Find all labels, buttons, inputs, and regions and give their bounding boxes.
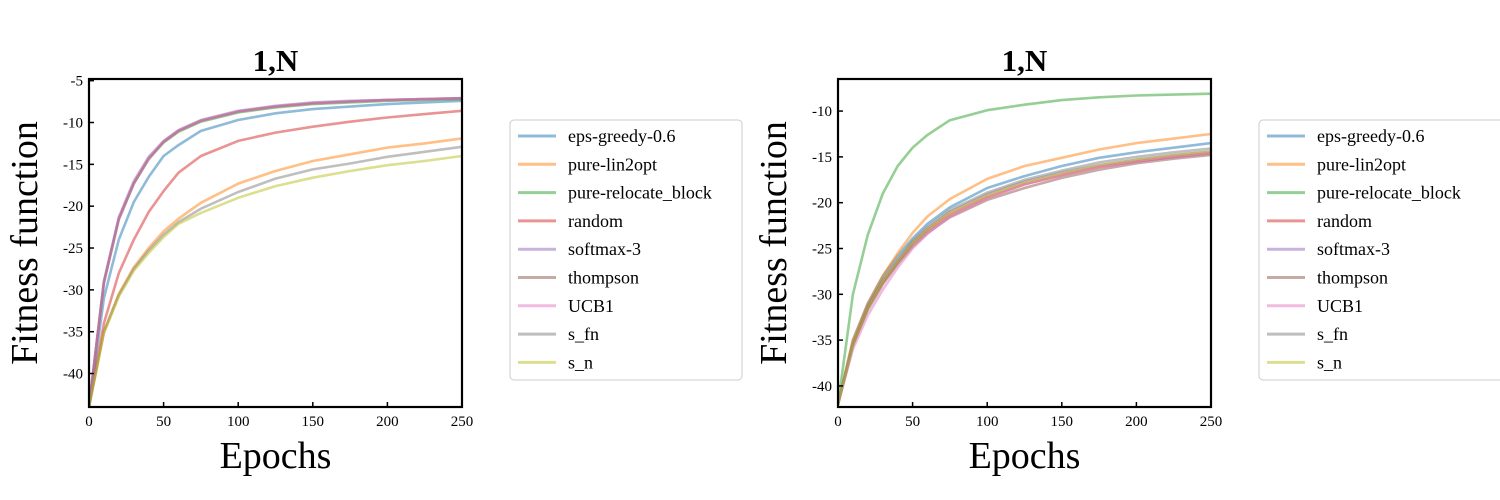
- legend-label-left: s_fn: [568, 324, 599, 344]
- series-line-pure-lin2opt-right: [838, 132, 1211, 406]
- legend-label-right: softmax-3: [1317, 239, 1390, 259]
- legend-right: eps-greedy-0.6 pure-lin2opt pure-relocate_…: [1258, 119, 1500, 381]
- y-tick-label-right: -15: [812, 150, 832, 166]
- legend-frame-right: [1258, 119, 1500, 381]
- series-line-ucb1-right: [838, 151, 1211, 406]
- legend-label-right: thompson: [1317, 268, 1388, 288]
- y-tick-label-right: -20: [812, 196, 832, 212]
- y-tick-label-right: -30: [812, 287, 832, 303]
- series-line-s-n-left: [89, 154, 462, 407]
- legend-label-right: UCB1: [1317, 296, 1363, 316]
- x-tick-label-right: 150: [1051, 414, 1074, 430]
- x-tick-label-left: 200: [376, 414, 399, 430]
- legend-label-left: thompson: [568, 268, 639, 288]
- y-tick-label-left: -30: [63, 283, 83, 299]
- legend-label-right: s_n: [1317, 352, 1342, 372]
- x-tick-label-right: 50: [905, 414, 920, 430]
- y-tick-label-left: -15: [63, 157, 83, 173]
- legend-label-right: pure-relocate_block: [1317, 183, 1461, 203]
- x-tick-label-right: 250: [1200, 414, 1223, 430]
- legend-label-left: softmax-3: [568, 239, 641, 259]
- x-tick-label-left: 150: [302, 414, 325, 430]
- chart-right: 0 50 100 150 200 250 -40 -35 -30 -25 -20 -15 -10 1,N…: [753, 43, 1500, 477]
- legend-label-left: pure-relocate_block: [568, 183, 712, 203]
- legend-label-right: random: [1317, 211, 1372, 231]
- y-tick-label-right: -25: [812, 241, 832, 257]
- y-axis-label-right: Fitness function: [753, 121, 795, 365]
- legend-label-left: eps-greedy-0.6: [568, 126, 675, 146]
- legend-label-right: s_fn: [1317, 324, 1348, 344]
- x-tick-label-right: 0: [834, 414, 842, 430]
- chart-title-right: 1,N: [1002, 43, 1048, 78]
- x-axis-label-right: Epochs: [969, 435, 1081, 477]
- series-line-s-n-right: [838, 150, 1211, 406]
- x-tick-label-left: 0: [85, 414, 93, 430]
- x-tick-label-left: 250: [451, 414, 474, 430]
- axes-frame-left: [87, 77, 464, 409]
- y-tick-label-left: -20: [63, 199, 83, 215]
- y-axis-label-left: Fitness function: [4, 121, 46, 365]
- x-tick-label-left: 50: [156, 414, 171, 430]
- axes-frame-right: [836, 77, 1213, 409]
- series-line-eps-greedy-0-6-left: [89, 99, 462, 407]
- series-line-random-right: [838, 151, 1211, 406]
- legend-label-left: UCB1: [568, 296, 614, 316]
- y-tick-label-left: -40: [63, 367, 83, 383]
- x-axis-label-left: Epochs: [220, 435, 332, 477]
- x-tick-label-right: 100: [976, 414, 999, 430]
- series-line-thompson-right: [838, 153, 1211, 406]
- x-tick-label-right: 200: [1125, 414, 1148, 430]
- legend-label-left: s_n: [568, 352, 593, 372]
- y-tick-label-right: -40: [812, 379, 832, 395]
- y-tick-label-right: -10: [812, 104, 832, 120]
- series-line-pure-relocate-block-right: [838, 92, 1211, 406]
- y-tick-label-left: -5: [71, 74, 84, 90]
- series-line-random-left: [89, 109, 462, 407]
- legend-label-left: random: [568, 211, 623, 231]
- y-tick-label-right: -35: [812, 333, 832, 349]
- y-tick-label-left: -10: [63, 116, 83, 132]
- legend-label-right: pure-lin2opt: [1317, 154, 1406, 174]
- x-tick-label-left: 100: [227, 414, 250, 430]
- legend-label-left: pure-lin2opt: [568, 154, 657, 174]
- chart-left: 0 50 100 150 200 250 -40 -35 -30 -25 -20 -15 -10 -5 1…: [4, 43, 743, 477]
- legend-frame-left: [509, 119, 743, 381]
- legend-left: eps-greedy-0.6 pure-lin2opt pure-relocate_…: [509, 119, 743, 381]
- y-tick-label-left: -35: [63, 325, 83, 341]
- series-line-ucb1-left: [89, 96, 462, 407]
- legend-label-right: eps-greedy-0.6: [1317, 126, 1424, 146]
- chart-title-left: 1,N: [253, 43, 299, 78]
- y-tick-label-left: -25: [63, 241, 83, 257]
